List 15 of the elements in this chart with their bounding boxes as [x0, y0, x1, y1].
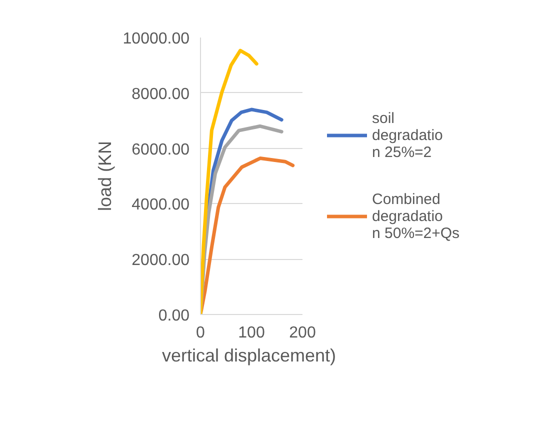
line-series	[200, 48, 258, 314]
legend-label: Combined degradation 50%=2+Qs	[372, 190, 461, 242]
x-tick-label: 100	[238, 324, 265, 342]
x-tick-label: 200	[289, 324, 316, 342]
y-tick-label: 4000.00	[132, 196, 190, 214]
y-tick-label: 6000.00	[132, 141, 190, 158]
y-tick-label: 10000.00	[122, 30, 190, 48]
x-tick-label: 0	[196, 324, 206, 342]
y-tick-label: 0.00	[158, 308, 190, 324]
x-axis-title: vertical displacement)	[162, 346, 336, 366]
line-series	[200, 156, 295, 314]
y-tick-label: 2000.00	[132, 252, 190, 270]
legend-label: soil degradation 25%=2	[372, 110, 444, 160]
y-tick-label: 8000.00	[132, 86, 190, 103]
y-axis-title: load (KN	[94, 140, 115, 212]
